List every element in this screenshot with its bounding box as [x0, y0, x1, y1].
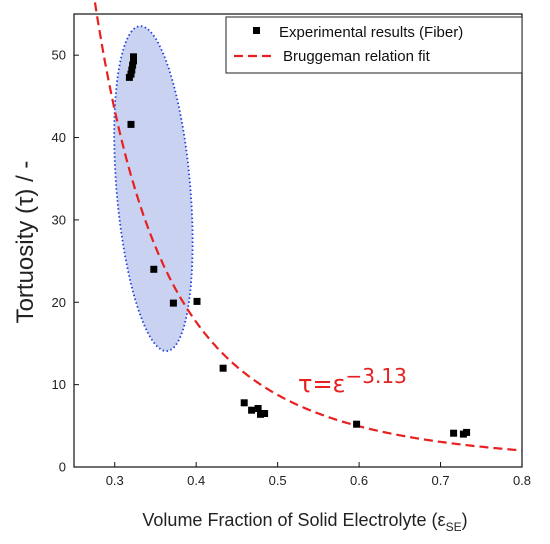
data-point-9: [169, 299, 177, 307]
equation-exponent: −3.13: [346, 364, 407, 388]
legend-label-experimental: Experimental results (Fiber): [279, 24, 463, 41]
data-point-12: [240, 399, 248, 407]
legend-label-fit: Bruggeman relation fit: [283, 48, 431, 65]
y-tick-label-3: 20: [52, 295, 66, 310]
data-point-10: [193, 297, 201, 305]
data-point-17: [353, 420, 361, 428]
y-tick-label-2: 10: [52, 377, 66, 392]
data-point-18: [450, 429, 458, 437]
x-axis-title-main: Volume Fraction of Solid Electrolyte (ε: [142, 510, 445, 530]
equation-annotation: τ=ε−3.13: [298, 364, 407, 398]
x-axis-title-subscript: SE: [446, 520, 462, 534]
y-tick-label-6: 50: [52, 48, 66, 63]
y-axis-title: Tortuosity (τ) / -: [12, 161, 39, 324]
data-point-20: [463, 428, 471, 436]
data-point-6: [130, 53, 137, 61]
x-tick-label-2: 0.4: [187, 473, 205, 488]
data-point-3: [128, 66, 136, 74]
y-tick-label-4: 30: [52, 212, 66, 227]
y-tick-label-1: 0: [59, 460, 66, 475]
x-tick-label-1: 0.3: [106, 473, 124, 488]
data-points-layer: [125, 53, 471, 438]
x-axis-title-close: ): [462, 510, 468, 530]
legend-marker-experimental: [253, 27, 260, 34]
data-point-13: [248, 406, 256, 414]
equation-base: τ=ε: [298, 370, 346, 398]
data-point-14: [254, 405, 262, 412]
legend-box: [225, 16, 523, 74]
data-point-15: [257, 410, 264, 418]
data-point-5: [130, 57, 137, 65]
highlight-ellipse: [113, 25, 194, 353]
legend: Experimental results (Fiber) Bruggeman r…: [225, 16, 523, 74]
axis-ticks-layer: 0.3 0.4 0.5 0.6 0.7 0.8 0 10 20 30 40 50: [52, 48, 532, 488]
x-tick-label-6: 0.8: [513, 473, 531, 488]
plot-frame: [73, 13, 523, 468]
data-point-7: [127, 120, 135, 128]
data-point-2: [127, 70, 135, 78]
x-tick-label-5: 0.7: [432, 473, 450, 488]
highlight-region-layer: [113, 25, 194, 353]
y-tick-label-5: 40: [52, 130, 66, 145]
x-tick-label-4: 0.6: [350, 473, 368, 488]
data-point-8: [150, 265, 158, 273]
data-point-4: [129, 61, 137, 69]
data-point-16: [261, 410, 269, 417]
data-point-11: [219, 364, 227, 372]
x-axis-title: Volume Fraction of Solid Electrolyte (εS…: [142, 510, 467, 534]
x-tick-label-3: 0.5: [269, 473, 287, 488]
